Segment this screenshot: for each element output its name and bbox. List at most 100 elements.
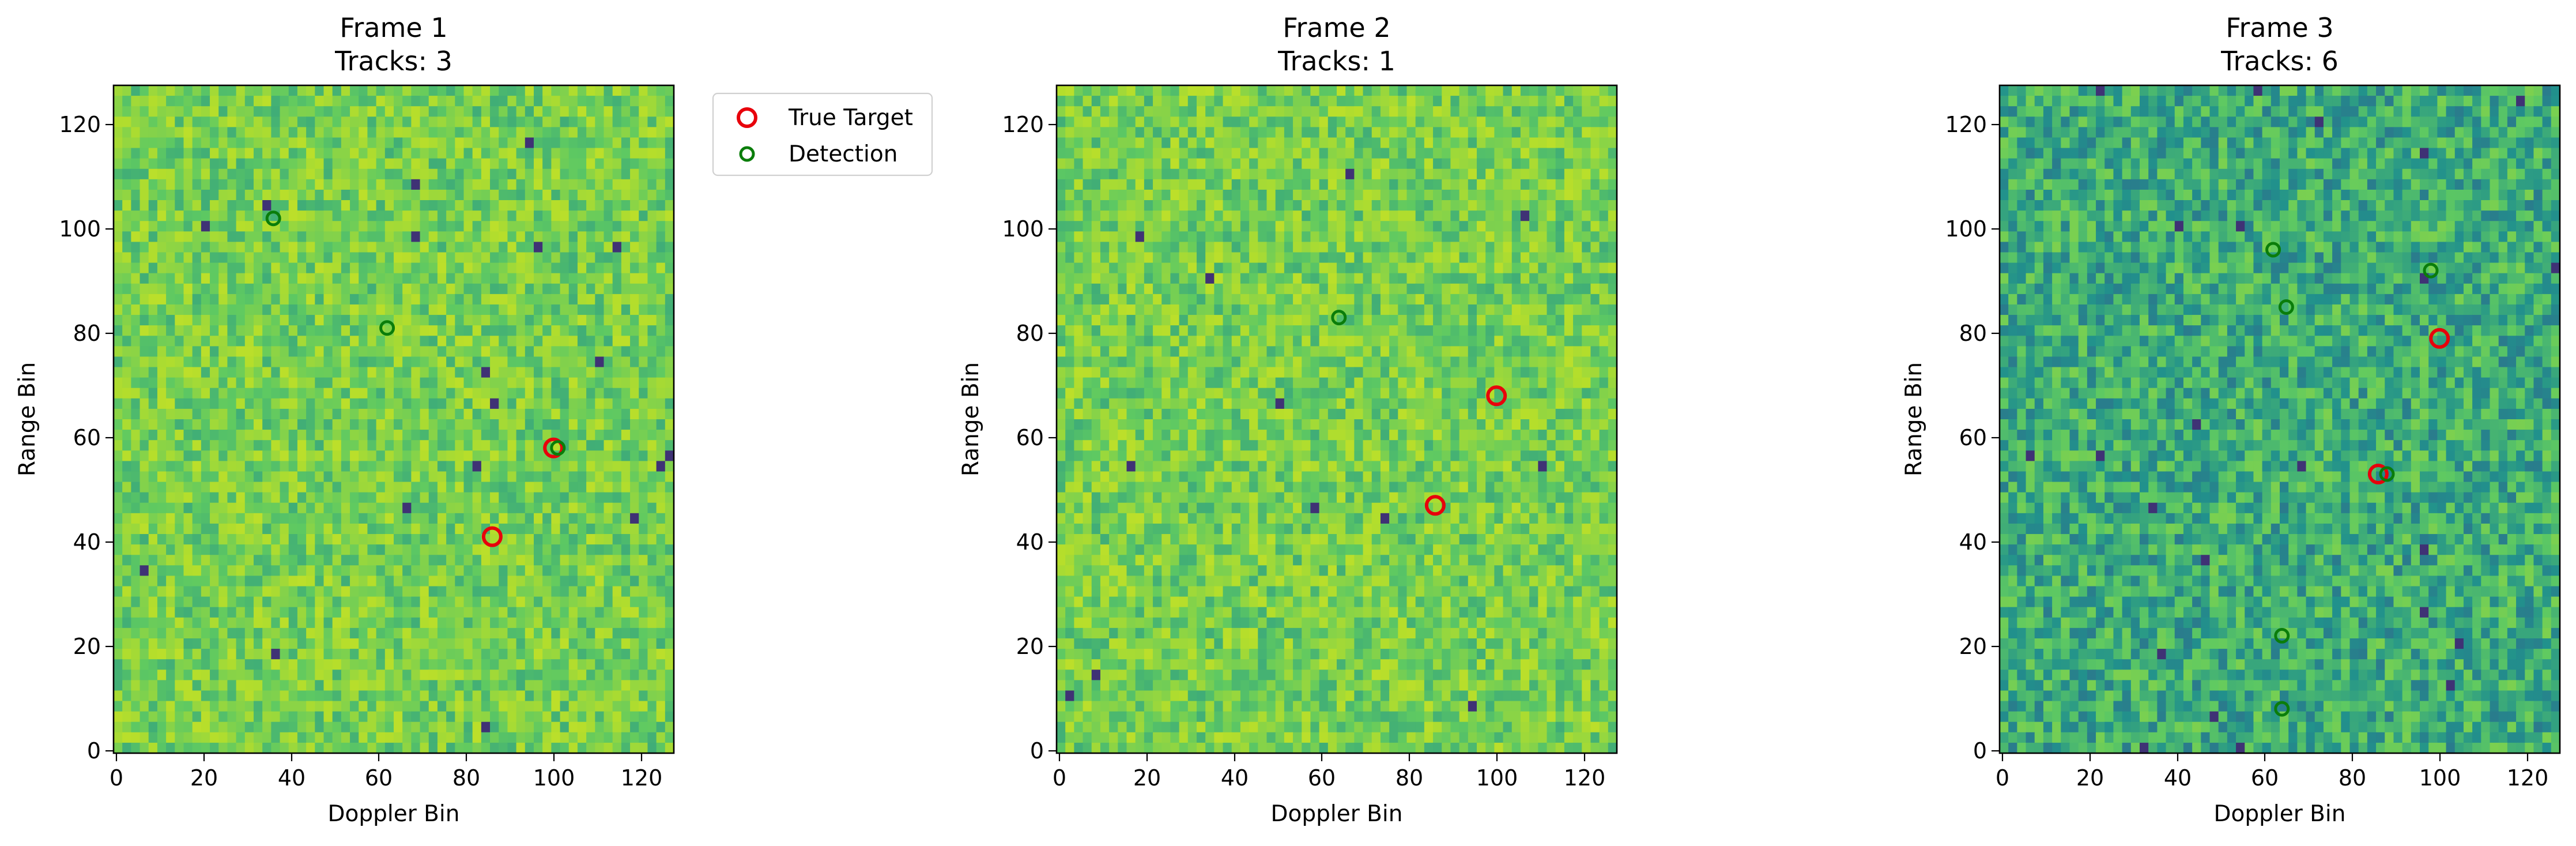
heatmap-cell bbox=[411, 127, 421, 138]
heatmap-cell bbox=[1327, 116, 1337, 127]
heatmap-cell bbox=[463, 189, 473, 201]
heatmap-cell bbox=[463, 356, 473, 368]
heatmap-cell bbox=[402, 242, 412, 253]
heatmap-cell bbox=[621, 492, 631, 503]
heatmap-cell bbox=[551, 273, 561, 284]
heatmap-cell bbox=[280, 242, 289, 253]
heatmap-cell bbox=[499, 356, 508, 368]
heatmap-cell bbox=[323, 189, 333, 201]
heatmap-cell bbox=[420, 607, 429, 618]
heatmap-cell bbox=[288, 96, 298, 107]
heatmap-cell bbox=[367, 617, 377, 629]
heatmap-cell bbox=[350, 408, 359, 420]
heatmap-cell bbox=[280, 221, 289, 232]
heatmap-cell bbox=[455, 440, 465, 451]
heatmap-cell bbox=[262, 638, 271, 649]
heatmap-cell bbox=[236, 649, 246, 660]
heatmap-cell bbox=[384, 221, 394, 232]
heatmap-cell bbox=[201, 158, 210, 170]
heatmap-cell bbox=[542, 627, 552, 639]
heatmap-cell bbox=[227, 555, 237, 566]
heatmap-cell bbox=[384, 596, 394, 608]
heatmap-cell bbox=[1065, 189, 1074, 201]
heatmap-cell bbox=[139, 106, 149, 117]
heatmap-cell bbox=[157, 670, 167, 680]
heatmap-cell bbox=[254, 701, 263, 712]
heatmap-cell bbox=[122, 231, 131, 242]
heatmap-cell bbox=[525, 408, 534, 420]
heatmap-cell bbox=[446, 283, 455, 295]
heatmap-cell bbox=[297, 96, 307, 107]
heatmap-cell bbox=[1284, 106, 1293, 117]
heatmap-cell bbox=[568, 701, 578, 712]
heatmap-cell bbox=[367, 690, 377, 702]
heatmap-cell bbox=[1468, 210, 1477, 221]
heatmap-cell bbox=[210, 419, 219, 430]
heatmap-cell bbox=[236, 283, 246, 295]
heatmap-cell bbox=[472, 440, 482, 451]
heatmap-cell bbox=[621, 670, 631, 680]
heatmap-cell bbox=[560, 221, 569, 232]
heatmap-cell bbox=[1310, 200, 1320, 211]
heatmap-cell bbox=[534, 586, 543, 597]
heatmap-cell bbox=[411, 492, 421, 503]
heatmap-cell bbox=[183, 210, 193, 221]
heatmap-cell bbox=[271, 168, 281, 180]
heatmap-cell bbox=[586, 586, 595, 597]
heatmap-cell bbox=[384, 346, 394, 358]
heatmap-cell bbox=[665, 367, 674, 378]
heatmap-cell bbox=[306, 450, 315, 461]
heatmap-cell bbox=[647, 231, 657, 242]
heatmap-cell bbox=[534, 659, 543, 670]
heatmap-cell bbox=[131, 721, 141, 733]
heatmap-cell bbox=[560, 398, 569, 409]
heatmap-cell bbox=[139, 419, 149, 430]
heatmap-cell bbox=[350, 294, 359, 305]
heatmap-cell bbox=[525, 419, 534, 430]
heatmap-cell bbox=[665, 304, 674, 315]
heatmap-cell bbox=[288, 294, 298, 305]
heatmap-cell bbox=[297, 607, 307, 618]
heatmap-cell bbox=[384, 638, 394, 649]
heatmap-cell bbox=[394, 210, 403, 221]
heatmap-cell bbox=[516, 680, 526, 691]
heatmap-cell bbox=[367, 670, 377, 680]
heatmap-cell bbox=[280, 670, 289, 680]
heatmap-cell bbox=[1284, 210, 1293, 221]
heatmap-cell bbox=[481, 502, 491, 514]
heatmap-cell bbox=[262, 721, 271, 733]
heatmap-cell bbox=[612, 158, 622, 170]
heatmap-cell bbox=[332, 168, 342, 180]
heatmap-cell bbox=[612, 659, 622, 670]
heatmap-cell bbox=[384, 450, 394, 461]
heatmap-cell bbox=[350, 565, 359, 576]
heatmap-cell bbox=[139, 440, 149, 451]
heatmap-cell bbox=[280, 346, 289, 358]
heatmap-cell bbox=[114, 471, 123, 483]
heatmap-cell bbox=[183, 534, 193, 545]
heatmap-cell bbox=[166, 242, 175, 253]
heatmap-cell bbox=[131, 221, 141, 232]
heatmap-cell bbox=[376, 106, 386, 117]
heatmap-cell bbox=[175, 596, 184, 608]
heatmap-cell bbox=[244, 482, 254, 493]
heatmap-cell bbox=[411, 106, 421, 117]
heatmap-cell bbox=[490, 627, 499, 639]
heatmap-cell bbox=[323, 377, 333, 389]
heatmap-cell bbox=[420, 398, 429, 409]
heatmap-cell bbox=[1477, 96, 1486, 107]
heatmap-cell bbox=[139, 116, 149, 127]
heatmap-cell bbox=[577, 200, 587, 211]
heatmap-cell bbox=[604, 638, 613, 649]
heatmap-cell bbox=[1433, 96, 1442, 107]
heatmap-cell bbox=[315, 627, 325, 639]
heatmap-cell bbox=[525, 534, 534, 545]
heatmap-cell bbox=[420, 96, 429, 107]
heatmap-cell bbox=[481, 273, 491, 284]
heatmap-cell bbox=[1100, 127, 1110, 138]
heatmap-cell bbox=[384, 534, 394, 545]
heatmap-cell bbox=[472, 607, 482, 618]
heatmap-cell bbox=[586, 398, 595, 409]
heatmap-cell bbox=[183, 576, 193, 587]
heatmap-cell bbox=[665, 482, 674, 493]
